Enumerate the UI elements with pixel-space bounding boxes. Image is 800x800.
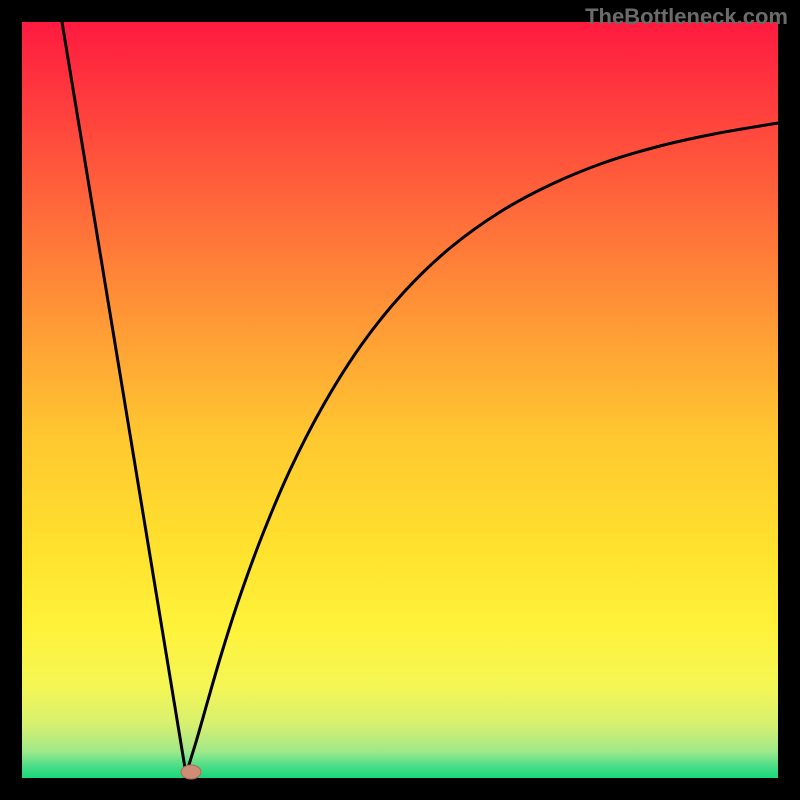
optimum-marker (181, 765, 201, 779)
watermark-text: TheBottleneck.com (585, 4, 788, 30)
plot-background (22, 22, 778, 778)
bottleneck-chart (0, 0, 800, 800)
chart-container: { "watermark": { "text": "TheBottleneck.… (0, 0, 800, 800)
